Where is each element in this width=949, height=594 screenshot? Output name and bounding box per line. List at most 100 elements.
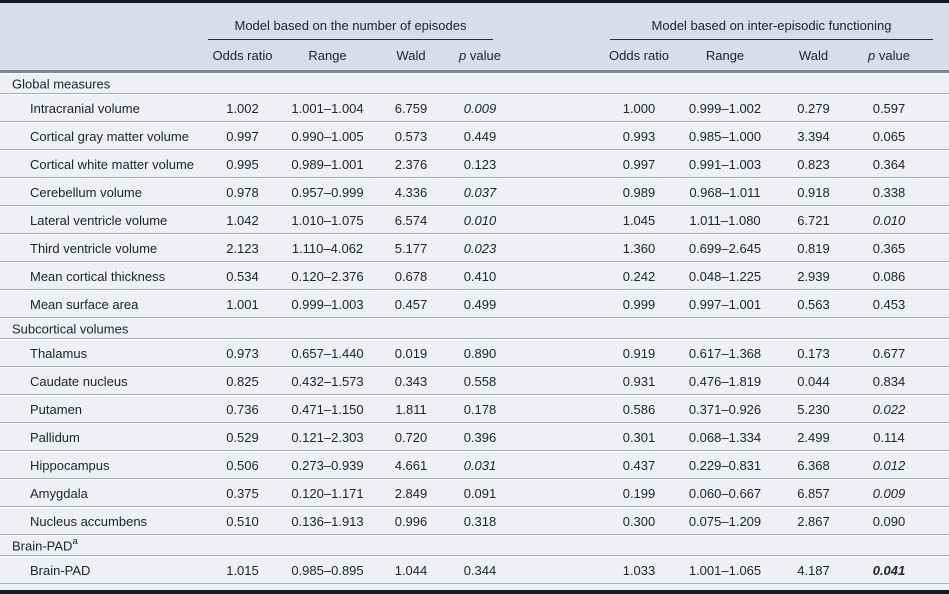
odds-ratio-cell-model1: 0.997 [200,122,285,150]
wald-cell-model1: 4.336 [370,178,452,206]
table-row-putamen: Putamen 0.736 0.471–1.150 1.811 0.178 0.… [0,395,949,423]
column-header-row: Odds ratio Range Wald p value Odds ratio… [0,40,949,73]
range-header-model1: Range [285,40,370,73]
range-cell-model2: 0.371–0.926 [678,395,772,423]
range-cell-model1: 0.120–2.376 [285,262,370,290]
p-value: 0.499 [463,296,497,312]
measure-label: Caudate nucleus [0,367,200,395]
odds-ratio-cell-model1: 0.973 [200,339,285,367]
measure-label: Amygdala [0,479,200,507]
measure-label: Intracranial volume [0,94,200,122]
spacer-cell [508,94,600,122]
p-value-cell-model1: 0.558 [452,367,508,395]
p-value: 0.037 [463,184,497,200]
p-value: 0.890 [463,345,497,361]
p-value: 0.834 [872,373,906,389]
p-value-word: value [466,47,501,63]
wald-cell-model1: 2.376 [370,150,452,178]
p-value: 0.022 [872,401,906,417]
section-header: Subcortical volumes [0,318,949,339]
spacer-cell [508,206,600,234]
section-row-subcortical-volumes: Subcortical volumes [0,318,949,339]
odds-ratio-cell-model2: 0.242 [600,262,678,290]
spacer-cell [508,262,600,290]
p-value-cell-model2: 0.597 [855,94,949,122]
range-cell-model1: 0.957–0.999 [285,178,370,206]
p-value-cell-model2: 0.022 [855,395,949,423]
p-value-cell-model2: 0.677 [855,339,949,367]
measure-label: Cortical white matter volume [0,150,200,178]
wald-cell-model1: 0.720 [370,423,452,451]
range-cell-model1: 0.471–1.150 [285,395,370,423]
odds-ratio-cell-model1: 0.978 [200,178,285,206]
odds-ratio-cell-model2: 0.586 [600,395,678,423]
odds-ratio-cell-model2: 1.000 [600,94,678,122]
range-cell-model2: 0.060–0.667 [678,479,772,507]
wald-cell-model2: 0.918 [772,178,855,206]
wald-header-model1: Wald [370,40,452,73]
p-value-cell-model1: 0.410 [452,262,508,290]
wald-cell-model1: 0.457 [370,290,452,318]
wald-cell-model2: 0.819 [772,234,855,262]
group-header-row: Model based on the number of episodes Mo… [0,3,949,40]
range-cell-model2: 0.985–1.000 [678,122,772,150]
p-value: 0.031 [463,457,497,473]
p-value: 0.453 [872,296,906,312]
p-value: 0.012 [872,457,906,473]
wald-cell-model1: 1.811 [370,395,452,423]
range-cell-model1: 0.657–1.440 [285,339,370,367]
odds-ratio-cell-model1: 0.529 [200,423,285,451]
p-value-cell-model1: 0.023 [452,234,508,262]
odds-ratio-cell-model2: 0.437 [600,451,678,479]
p-value-cell-model1: 0.344 [452,556,508,584]
wald-header-model2: Wald [772,40,855,73]
range-cell-model2: 0.997–1.001 [678,290,772,318]
range-cell-model2: 1.011–1.080 [678,206,772,234]
wald-cell-model2: 0.044 [772,367,855,395]
p-value-cell-model2: 0.041 [855,556,949,584]
p-value-cell-model2: 0.365 [855,234,949,262]
range-cell-model1: 1.010–1.075 [285,206,370,234]
spacer-cell [508,479,600,507]
p-value: 0.597 [872,100,906,116]
measure-label: Nucleus accumbens [0,507,200,535]
table-row-cerebellum-volume: Cerebellum volume 0.978 0.957–0.999 4.33… [0,178,949,206]
table-row-cortical-white-matter-volume: Cortical white matter volume 0.995 0.989… [0,150,949,178]
wald-cell-model2: 3.394 [772,122,855,150]
p-value-cell-model1: 0.396 [452,423,508,451]
p-value-cell-model2: 0.364 [855,150,949,178]
range-cell-model1: 0.136–1.913 [285,507,370,535]
p-value: 0.010 [463,212,497,228]
p-value-cell-model1: 0.318 [452,507,508,535]
odds-ratio-header-model1: Odds ratio [200,40,285,73]
range-cell-model2: 1.001–1.065 [678,556,772,584]
p-value-cell-model1: 0.499 [452,290,508,318]
wald-cell-model2: 6.721 [772,206,855,234]
p-letter: p [459,47,467,63]
wald-cell-model1: 0.343 [370,367,452,395]
range-cell-model1: 0.273–0.939 [285,451,370,479]
odds-ratio-cell-model2: 1.360 [600,234,678,262]
wald-cell-model1: 2.849 [370,479,452,507]
p-value-cell-model2: 0.009 [855,479,949,507]
odds-ratio-cell-model2: 0.199 [600,479,678,507]
table-row-intracranial-volume: Intracranial volume 1.002 1.001–1.004 6.… [0,94,949,122]
p-value: 0.065 [872,128,906,144]
p-value: 0.365 [872,240,906,256]
table-row-lateral-ventricle-volume: Lateral ventricle volume 1.042 1.010–1.0… [0,206,949,234]
p-value: 0.364 [872,156,906,172]
odds-ratio-header-model2: Odds ratio [600,40,678,73]
p-value: 0.041 [872,562,906,578]
table-row-cortical-gray-matter-volume: Cortical gray matter volume 0.997 0.990–… [0,122,949,150]
p-value: 0.178 [463,401,497,417]
p-value: 0.318 [463,513,497,529]
table-row-brain-pad: Brain-PAD 1.015 0.985–0.895 1.044 0.344 … [0,556,949,584]
wald-cell-model1: 6.759 [370,94,452,122]
p-value-cell-model2: 0.012 [855,451,949,479]
table-row-third-ventricle-volume: Third ventricle volume 2.123 1.110–4.062… [0,234,949,262]
spacer-cell [508,290,600,318]
section-row-global-measures: Global measures [0,73,949,94]
p-value-cell-model1: 0.009 [452,94,508,122]
odds-ratio-cell-model1: 0.510 [200,507,285,535]
range-cell-model2: 0.075–1.209 [678,507,772,535]
